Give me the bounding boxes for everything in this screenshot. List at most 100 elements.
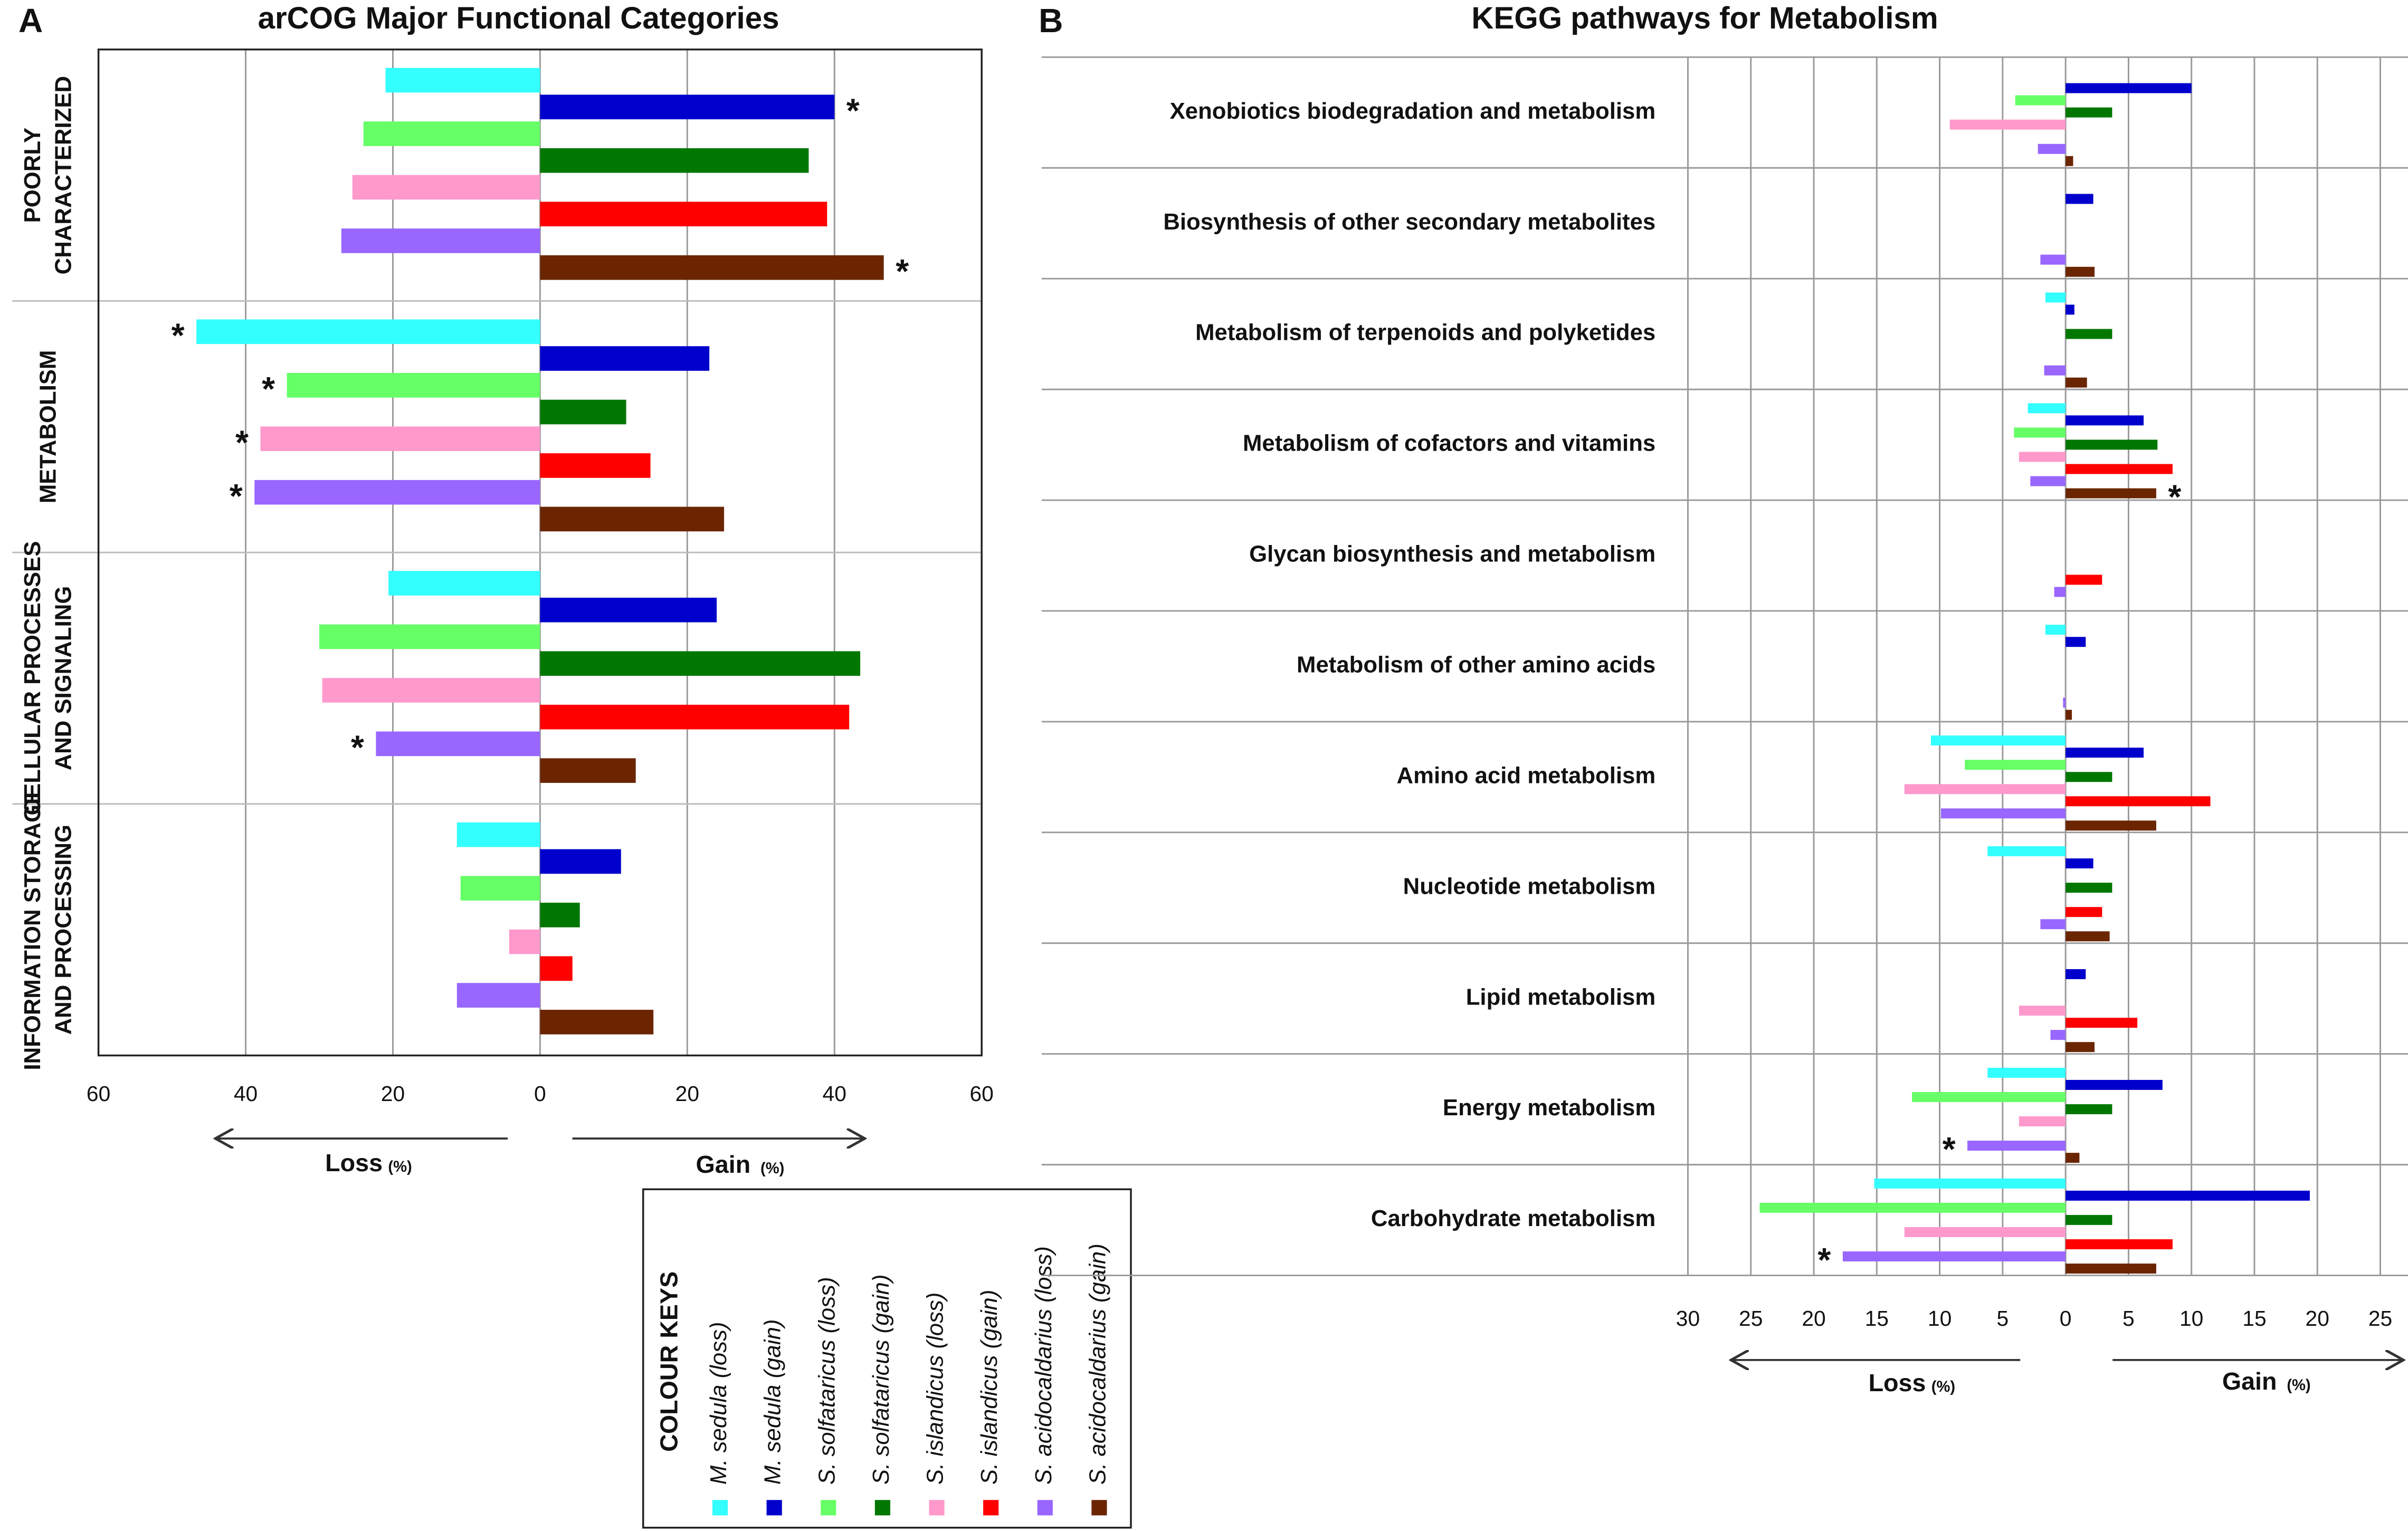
- bar: [388, 571, 540, 596]
- bar: [2066, 1042, 2095, 1052]
- bar: [540, 94, 835, 120]
- loss-label: Loss: [1869, 1369, 1926, 1396]
- bar: [540, 758, 636, 783]
- legend-swatch: [766, 1500, 782, 1516]
- annotation: *: [351, 728, 364, 766]
- bar: [2066, 194, 2093, 204]
- legend-title: COLOUR KEYS: [655, 1271, 683, 1452]
- bar: [2066, 329, 2112, 339]
- bar: [2066, 931, 2110, 942]
- bar: [1904, 1227, 2066, 1237]
- bar: [540, 1010, 654, 1035]
- bar: [2066, 907, 2102, 917]
- bar: [2066, 83, 2192, 93]
- bar: [2063, 697, 2066, 708]
- category-label: Lipid metabolism: [1466, 984, 1656, 1010]
- bar: [196, 319, 540, 345]
- plot-frame: [97, 49, 983, 1057]
- category-label: METABOLISM: [35, 350, 61, 504]
- chart-title: KEGG pathways for Metabolism: [1471, 1, 1938, 35]
- category-label: Metabolism of cofactors and vitamins: [1243, 430, 1655, 456]
- legend-label: S. solfataricus (gain): [868, 1275, 894, 1485]
- bar: [2066, 575, 2102, 585]
- x-tick-label: 10: [1928, 1306, 1952, 1331]
- bar: [460, 876, 540, 901]
- annotation: *: [1817, 1241, 1831, 1279]
- bar: [287, 372, 540, 398]
- bar: [2066, 858, 2093, 869]
- x-tick-label: 15: [1865, 1306, 1889, 1331]
- x-tick-label: 20: [381, 1082, 405, 1106]
- bar: [2028, 403, 2066, 414]
- gain-label: Gain: [696, 1151, 751, 1178]
- bar: [2040, 919, 2066, 930]
- bar: [2066, 1190, 2310, 1201]
- bar: [1965, 760, 2066, 770]
- category-label: CELLULAR PROCESSES AND SIGNALING: [20, 541, 76, 816]
- bar: [540, 651, 861, 676]
- bar: [2066, 107, 2112, 118]
- annotation: *: [172, 316, 185, 354]
- unit-label: (%): [1931, 1379, 1955, 1395]
- annotation: *: [230, 477, 243, 515]
- legend-box: [642, 1188, 1132, 1529]
- category-label: Metabolism of other amino acids: [1297, 652, 1655, 677]
- bar: [363, 121, 540, 146]
- bar: [2066, 1104, 2112, 1114]
- bar: [2044, 365, 2066, 376]
- annotation: *: [262, 370, 275, 408]
- x-tick-label: 0: [534, 1082, 546, 1106]
- panel-letter: A: [18, 2, 43, 40]
- category-label: INFORMATION STORAGE AND PROCESSING: [20, 789, 76, 1070]
- legend-swatch: [1037, 1500, 1053, 1516]
- bar: [509, 929, 540, 954]
- bar: [2015, 95, 2066, 106]
- bar: [2066, 1264, 2156, 1274]
- bar: [2066, 1079, 2163, 1090]
- bar: [2019, 1116, 2066, 1127]
- unit-label: (%): [388, 1159, 412, 1175]
- x-tick-label: 25: [2368, 1306, 2392, 1331]
- bar: [540, 903, 580, 927]
- x-tick-label: 40: [823, 1082, 846, 1106]
- x-tick-label: 20: [2306, 1306, 2329, 1331]
- bar: [385, 68, 540, 93]
- category-label: Carbohydrate metabolism: [1371, 1205, 1655, 1231]
- x-tick-label: 5: [1997, 1306, 2009, 1331]
- category-label: Xenobiotics biodegradation and metabolis…: [1170, 98, 1656, 124]
- category-label: Energy metabolism: [1443, 1095, 1655, 1121]
- bar: [1949, 119, 2066, 130]
- category-label: Amino acid metabolism: [1397, 762, 1656, 788]
- legend-swatch: [821, 1500, 836, 1516]
- bar: [2066, 883, 2112, 893]
- bar: [540, 597, 717, 623]
- bar: [540, 956, 573, 981]
- bar: [540, 704, 850, 730]
- bar: [2066, 266, 2095, 277]
- bar: [2066, 1018, 2138, 1028]
- bar: [540, 849, 621, 874]
- bar: [1987, 1067, 2066, 1078]
- bar: [540, 255, 884, 280]
- bar: [2038, 143, 2066, 154]
- legend-label: S. islandicus (loss): [922, 1293, 948, 1485]
- bar: [2066, 1153, 2080, 1163]
- x-tick-label: 10: [2179, 1306, 2203, 1331]
- x-tick-label: 30: [1676, 1306, 1700, 1331]
- legend-label: S. solfataricus (loss): [814, 1277, 840, 1485]
- annotation: *: [1943, 1130, 1956, 1168]
- legend-swatch: [929, 1500, 945, 1516]
- bar: [376, 731, 540, 757]
- bar: [341, 228, 540, 253]
- bar: [1940, 808, 2066, 819]
- x-tick-label: 25: [1739, 1306, 1763, 1331]
- bar: [2066, 377, 2087, 388]
- bar: [1842, 1251, 2066, 1262]
- category-label: Biosynthesis of other secondary metaboli…: [1163, 209, 1655, 235]
- chart-title: arCOG Major Functional Categories: [258, 1, 779, 35]
- unit-label: (%): [2287, 1377, 2310, 1394]
- bar: [2030, 476, 2066, 486]
- panel-letter: B: [1039, 2, 1063, 40]
- annotation: *: [2168, 478, 2181, 516]
